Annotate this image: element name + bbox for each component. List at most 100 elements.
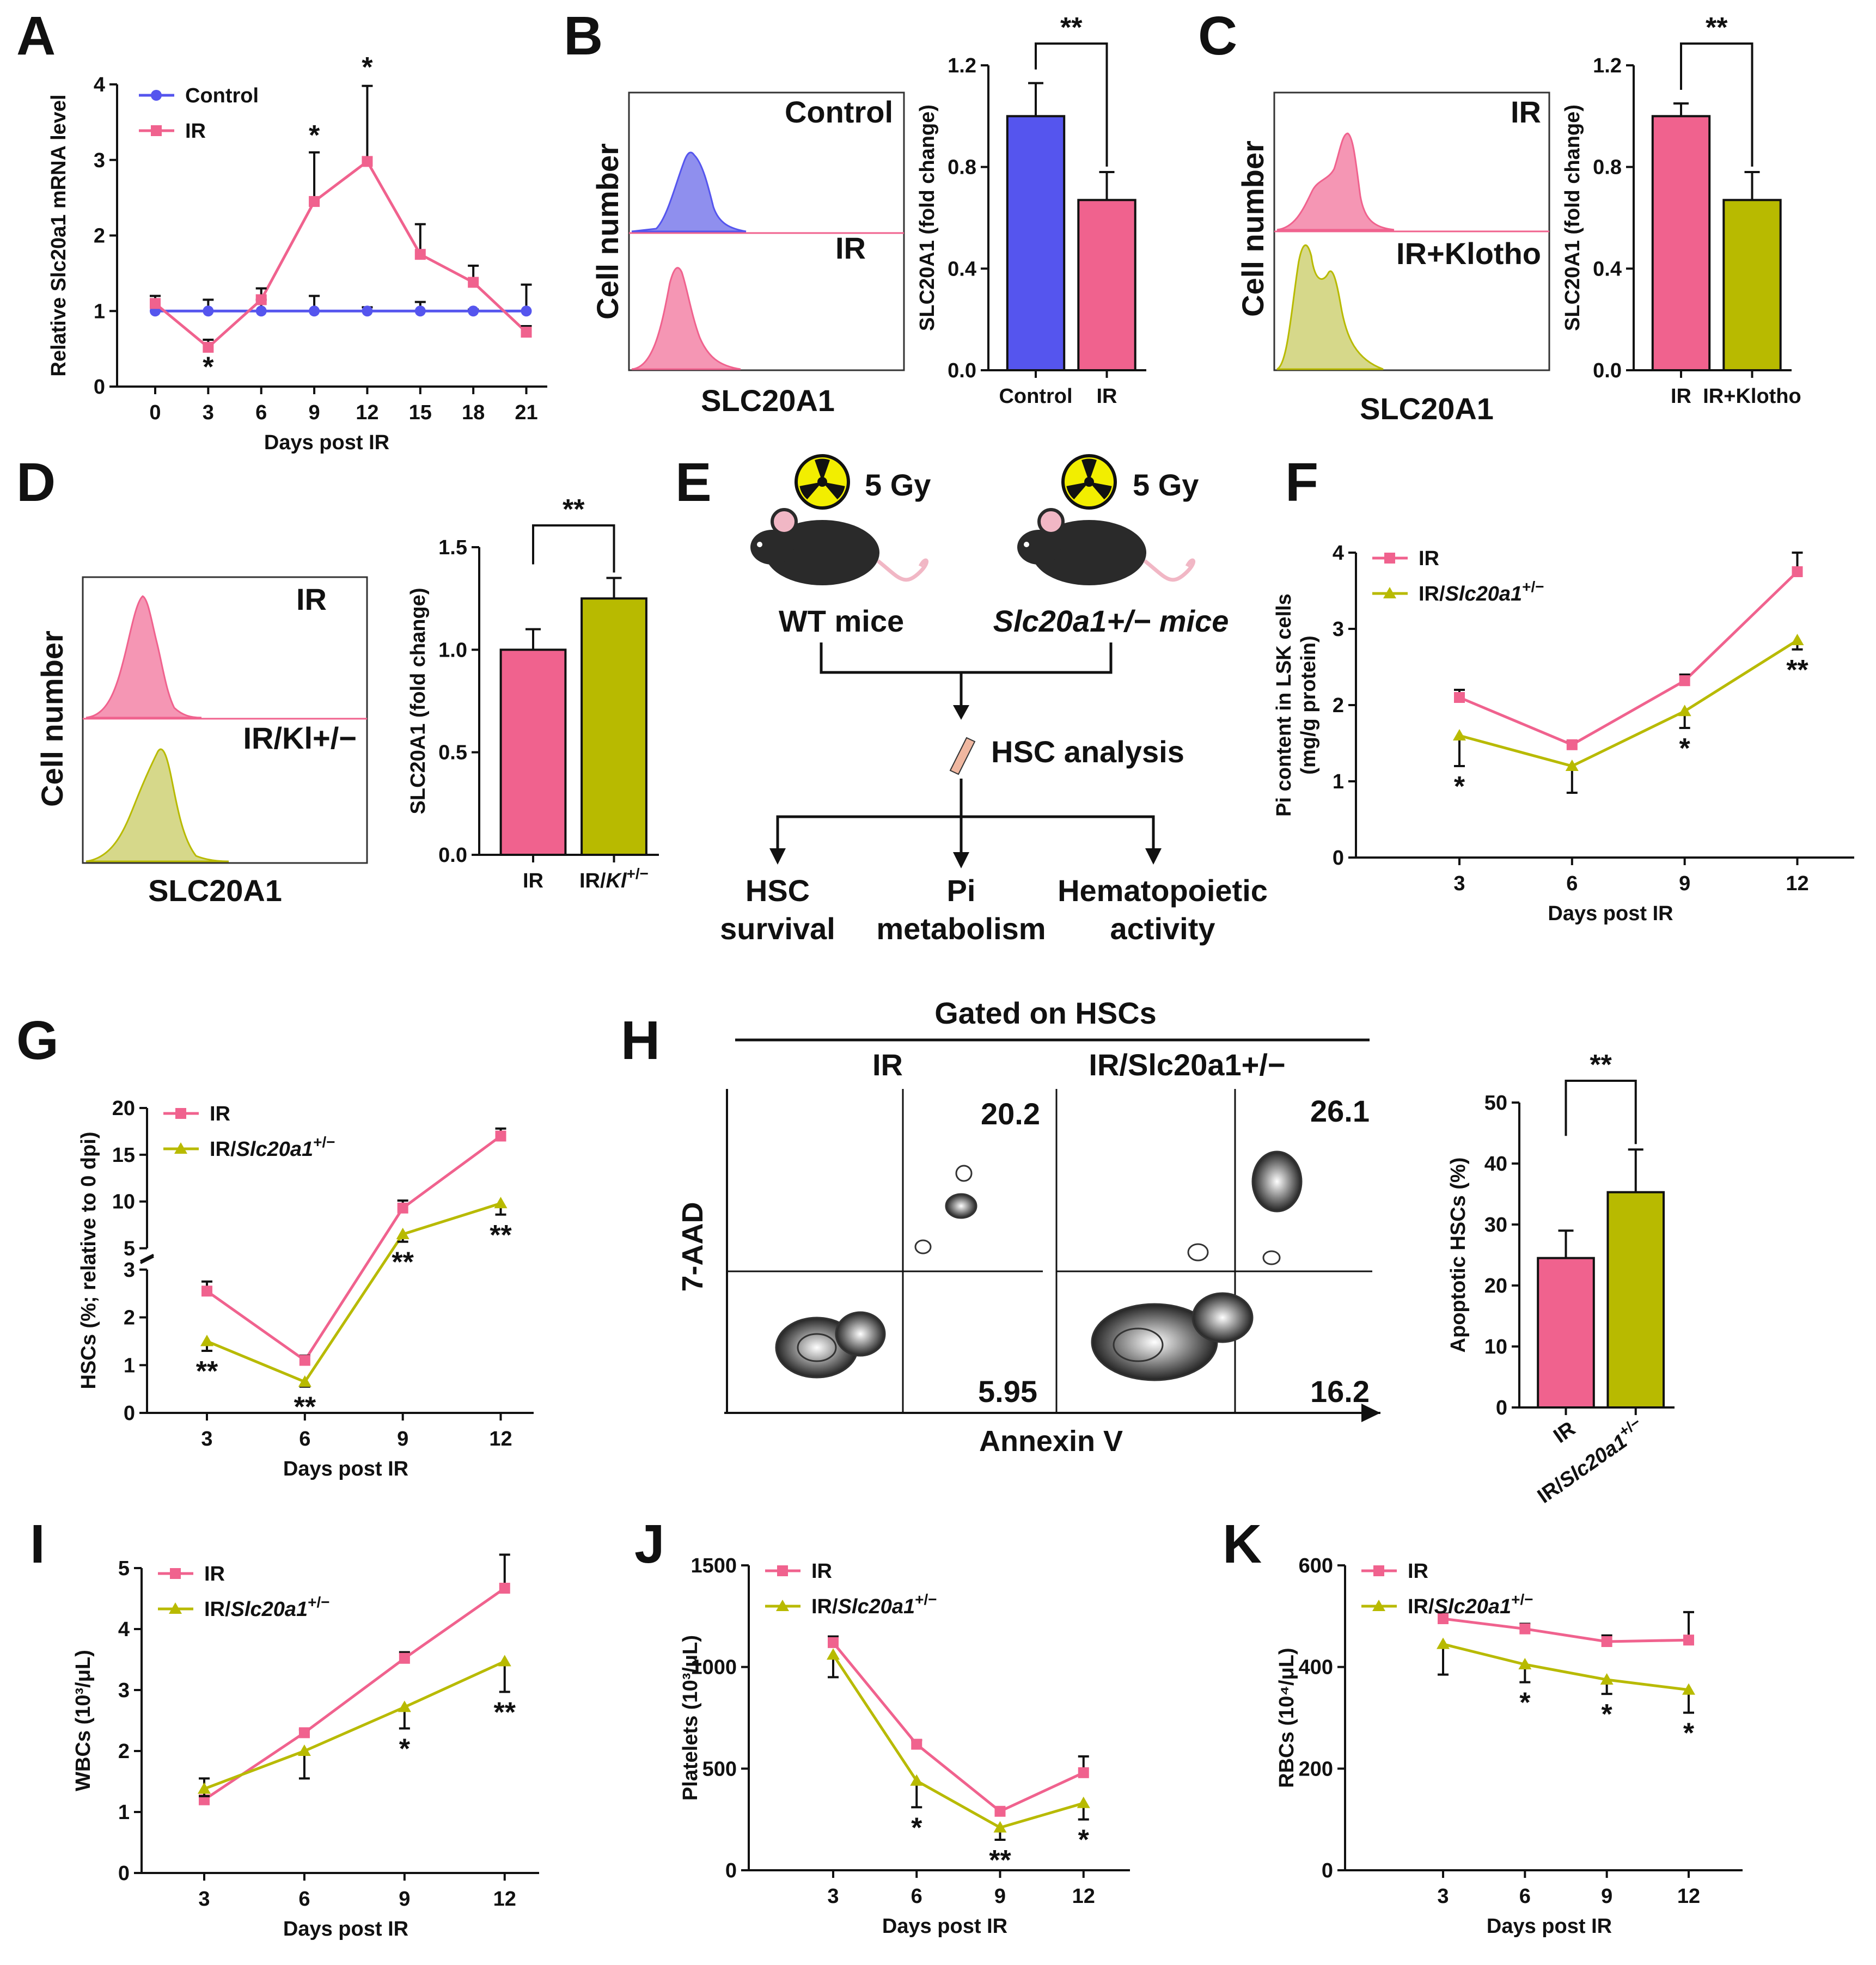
y-tick-label: 2 [1333,694,1344,717]
y-tick-label: 4 [94,74,105,96]
data-point [1683,1635,1694,1646]
panel-label-g: G [16,1010,59,1071]
significance-marker: ** [1060,12,1083,44]
hist-d-xlabel: SLC20A1 [148,873,282,908]
legend-label: IR [210,1103,230,1125]
hist-b-xlabel: SLC20A1 [701,383,835,418]
y-tick-label: 1000 [690,1656,737,1679]
bar-1 [1006,115,1066,371]
bar-1 [1537,1257,1595,1409]
data-point [828,1637,839,1648]
significance-bracket [1035,42,1108,167]
data-point [1791,634,1804,645]
significance-bracket [1565,1080,1637,1144]
facs-left-ur-value: 20.2 [981,1097,1040,1131]
legend-marker [776,1600,789,1611]
histogram-d: IR IR/Kl+/− SLC20A1 Cell number [35,576,368,908]
y-axis-label: Pi content in LSK cells [1273,593,1296,817]
legend-marker [1383,587,1396,598]
bar-1 [499,648,567,856]
data-point [994,1805,1006,1817]
y-tick-label: 0 [725,1859,737,1882]
data-point [414,249,426,260]
series-line [1459,639,1798,768]
data-point [1438,1613,1449,1624]
y-tick-label: 20 [112,1097,135,1120]
panel-label-i: I [30,1514,45,1575]
x-tick-label: 3 [198,1888,210,1911]
legend-label: IR [1419,547,1439,570]
y-axis-label: HSCs (%; relative to 0 dpi) [77,1132,100,1389]
significance-marker: ** [392,1247,414,1278]
legend-label: IR [811,1560,832,1583]
series-ir [150,84,532,353]
hist-c-bottom-label: IR+Klotho [1396,236,1541,271]
legend-marker [174,1142,187,1154]
chart-h: 0 10 20 30 40 50 Apoptotic HSCs (%) IRIR/Slc20a… [1447,1049,1675,1508]
y-axis-label: WBCs (10³/μL) [72,1650,95,1791]
y-tick-label: 3 [94,149,105,172]
significance-marker: * [1078,1825,1090,1856]
x-tick-label: 12 [493,1888,516,1911]
y-tick-label: 0.8 [1593,156,1622,179]
x-tick-label: IR [1671,385,1691,408]
hist-d-ylabel: Cell number [35,630,69,807]
data-point [399,1652,410,1664]
y-tick-label: 600 [1299,1554,1333,1577]
radiation-hazard-icon [795,454,850,510]
y-tick-label: 1.2 [1593,54,1622,77]
data-point [203,341,214,353]
data-point [1518,1658,1532,1669]
significance-marker: ** [294,1392,316,1423]
series-line [1443,1643,1689,1692]
series-ir [828,1635,1089,1817]
x-tick-label: 0 [149,401,161,424]
data-point [521,305,532,317]
x-tick-label: 9 [1601,1885,1612,1908]
y-tick-label: 3 [118,1679,130,1702]
y-axis-label: SLC20A1 (fold change) [916,105,939,331]
data-point [911,1738,922,1750]
series-line [832,1642,1084,1813]
y-tick-label: 0.8 [948,156,976,179]
y-tick-label: 400 [1299,1656,1333,1679]
outcome-hsc-l2: survival [720,911,835,946]
axis-break-mark [140,1253,154,1263]
y-tick-label: 15 [112,1144,135,1167]
data-point [1792,566,1803,577]
data-point [494,1197,508,1209]
y-axis-label: Platelets (10³/μL) [679,1635,702,1801]
chart-c: 0.0 0.4 0.8 1.2 SLC20A1 (fold change) IR IR+Kl… [1561,12,1801,408]
outcome-hsc-l1: HSC [745,873,810,908]
hist-c-top-label: IR [1511,95,1541,129]
x-tick-label: 9 [1679,872,1690,895]
het-mice-label: Slc20a1+/− mice [993,604,1229,638]
significance-marker: * [1679,733,1691,764]
legend-marker [1384,553,1395,564]
x-tick-label: 12 [356,401,378,424]
x-tick-label: 9 [397,1428,408,1450]
facs-left-plot: 20.2 5.95 [724,1089,1048,1414]
y-tick-label: 5 [118,1557,130,1580]
data-point [203,305,214,317]
histogram-b: Control IR SLC20A1 Cell number [590,91,905,418]
panel-label-j: J [634,1514,665,1575]
dose-left: 5 Gy [865,468,931,502]
data-point [1519,1623,1531,1635]
y-tick-label: 1.5 [438,536,467,559]
y-tick-label: 0.4 [1593,258,1622,280]
data-point [397,1202,408,1214]
data-point [827,1648,840,1660]
series-line [206,1202,502,1384]
y-tick-label: 2 [118,1740,130,1763]
data-point [521,327,532,338]
y-tick-label: 0.0 [438,844,467,867]
significance-marker: * [1683,1718,1695,1749]
legend-label: IR/Slc20a1+/− [811,1591,937,1618]
panel-label-h: H [621,1010,660,1071]
y-axis-label-units: (mg/g protein) [1297,635,1320,774]
data-point [1454,692,1465,703]
x-tick-label: Control [999,385,1072,408]
y-tick-label: 40 [1484,1153,1507,1176]
